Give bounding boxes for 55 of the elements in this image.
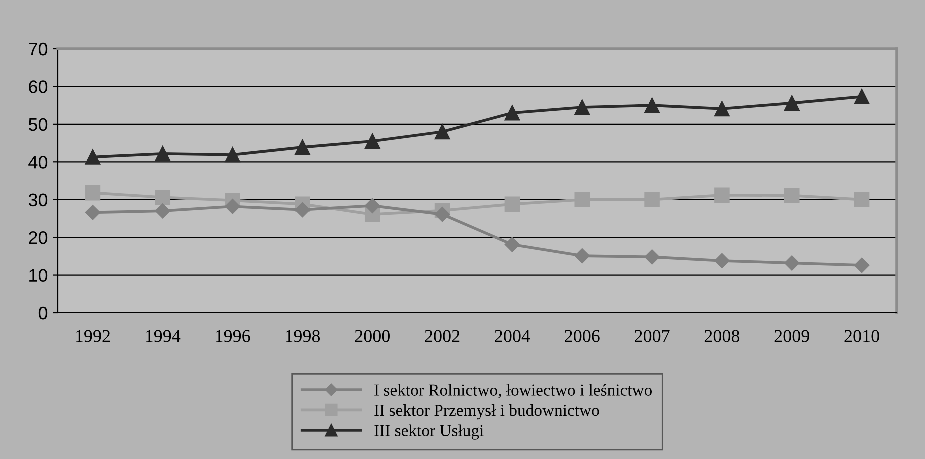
point bbox=[574, 100, 590, 116]
point bbox=[434, 206, 450, 222]
point bbox=[854, 258, 870, 274]
point bbox=[504, 196, 520, 212]
x-tick-label: 2000 bbox=[355, 330, 390, 342]
y-tick-label: 70 bbox=[29, 42, 48, 56]
point bbox=[504, 237, 520, 252]
point bbox=[364, 134, 380, 150]
legend-label: II sektor Przemysł i budownictwo bbox=[374, 404, 600, 420]
point bbox=[365, 198, 380, 214]
point bbox=[854, 192, 870, 208]
y-tick-label: 50 bbox=[28, 118, 48, 132]
x-tick-label: 2009 bbox=[774, 330, 810, 342]
point bbox=[434, 124, 450, 140]
y-tick-label: 10 bbox=[30, 269, 48, 282]
point bbox=[295, 202, 310, 218]
y-tick-label: 30 bbox=[28, 194, 48, 207]
y-tick-label: 0 bbox=[38, 306, 48, 320]
legend-label: III sektor Usługi bbox=[374, 424, 484, 440]
point bbox=[714, 253, 730, 269]
point bbox=[854, 89, 870, 105]
point bbox=[644, 250, 660, 265]
point bbox=[155, 204, 170, 219]
point bbox=[714, 188, 730, 203]
point bbox=[644, 98, 660, 114]
point bbox=[155, 146, 171, 162]
point bbox=[574, 248, 590, 264]
point bbox=[225, 199, 240, 214]
x-tick-label: 2002 bbox=[425, 330, 460, 342]
x-tick-label: 2010 bbox=[844, 330, 880, 342]
point bbox=[784, 256, 800, 271]
point bbox=[225, 147, 240, 163]
y-tick-label: 60 bbox=[29, 80, 48, 94]
point bbox=[574, 192, 590, 208]
point bbox=[784, 188, 800, 204]
point bbox=[85, 185, 101, 201]
point bbox=[85, 205, 101, 220]
point bbox=[85, 150, 101, 165]
y-tick-label: 20 bbox=[29, 232, 48, 244]
point bbox=[784, 96, 800, 111]
point bbox=[295, 140, 310, 156]
point bbox=[644, 192, 660, 208]
legend-label: I sektor Rolnictwo, łowiectwo i leśnictwo bbox=[374, 384, 652, 398]
x-tick-label: 2008 bbox=[704, 330, 740, 342]
x-tick-label: 1996 bbox=[216, 330, 250, 342]
x-tick-label: 2007 bbox=[635, 330, 670, 342]
point bbox=[155, 190, 171, 206]
y-tick-label: 40 bbox=[28, 156, 48, 169]
x-tick-label: 1998 bbox=[286, 330, 320, 342]
x-tick-label: 2006 bbox=[565, 330, 600, 342]
x-tick-label: 1994 bbox=[146, 330, 181, 342]
point bbox=[504, 105, 520, 121]
x-tick-label: 2004 bbox=[495, 330, 530, 342]
point bbox=[714, 101, 730, 117]
x-tick-label: 1992 bbox=[76, 330, 110, 342]
